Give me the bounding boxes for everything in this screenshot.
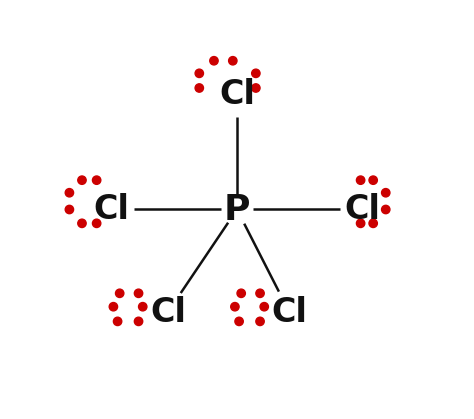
Circle shape bbox=[116, 289, 124, 297]
Circle shape bbox=[65, 189, 73, 197]
Circle shape bbox=[235, 317, 243, 326]
Circle shape bbox=[382, 189, 390, 197]
Circle shape bbox=[78, 176, 86, 184]
Circle shape bbox=[356, 176, 365, 184]
Circle shape bbox=[78, 219, 86, 228]
Text: Cl: Cl bbox=[93, 193, 129, 226]
Circle shape bbox=[356, 219, 365, 228]
Circle shape bbox=[65, 205, 73, 214]
Circle shape bbox=[252, 69, 260, 78]
Circle shape bbox=[382, 205, 390, 214]
Circle shape bbox=[237, 289, 246, 297]
Text: Cl: Cl bbox=[345, 193, 381, 226]
Circle shape bbox=[109, 303, 118, 311]
Text: Cl: Cl bbox=[272, 296, 307, 328]
Circle shape bbox=[113, 317, 122, 326]
Circle shape bbox=[195, 84, 203, 92]
Circle shape bbox=[252, 84, 260, 92]
Circle shape bbox=[228, 57, 237, 65]
Circle shape bbox=[92, 219, 101, 228]
Circle shape bbox=[369, 219, 377, 228]
Circle shape bbox=[195, 69, 203, 78]
Circle shape bbox=[134, 317, 143, 326]
Circle shape bbox=[210, 57, 218, 65]
Circle shape bbox=[92, 176, 101, 184]
Circle shape bbox=[260, 303, 268, 311]
Text: Cl: Cl bbox=[150, 296, 186, 328]
Circle shape bbox=[138, 303, 147, 311]
Circle shape bbox=[369, 176, 377, 184]
Circle shape bbox=[231, 303, 239, 311]
Circle shape bbox=[134, 289, 143, 297]
Text: Cl: Cl bbox=[219, 78, 255, 111]
Circle shape bbox=[256, 317, 264, 326]
Text: P: P bbox=[224, 192, 250, 227]
Circle shape bbox=[256, 289, 264, 297]
